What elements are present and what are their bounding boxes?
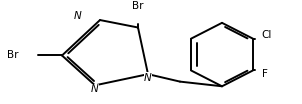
Text: Br: Br bbox=[7, 50, 18, 61]
Text: N: N bbox=[91, 84, 99, 94]
Text: Cl: Cl bbox=[262, 30, 272, 40]
Text: F: F bbox=[262, 69, 267, 79]
Text: Br: Br bbox=[132, 1, 144, 11]
Text: N: N bbox=[144, 73, 152, 83]
Text: N: N bbox=[74, 11, 82, 21]
